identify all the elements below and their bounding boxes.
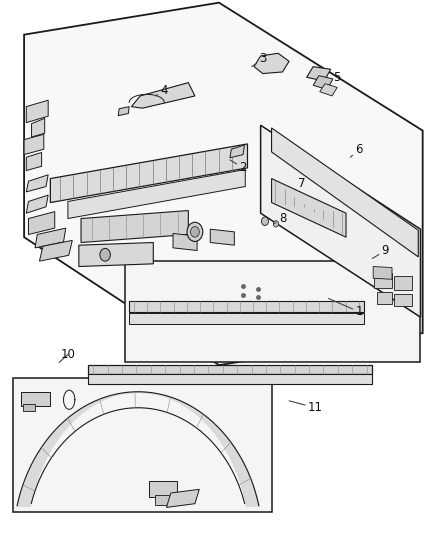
Polygon shape xyxy=(129,301,364,312)
Polygon shape xyxy=(26,175,48,192)
Text: 7: 7 xyxy=(296,177,306,190)
Text: 11: 11 xyxy=(289,401,323,414)
Polygon shape xyxy=(50,144,247,203)
Polygon shape xyxy=(39,240,72,261)
Polygon shape xyxy=(118,107,129,116)
Polygon shape xyxy=(149,481,177,497)
Polygon shape xyxy=(32,118,45,137)
Circle shape xyxy=(191,227,199,237)
Text: 6: 6 xyxy=(350,143,363,157)
Polygon shape xyxy=(21,392,50,406)
Polygon shape xyxy=(210,229,234,245)
Polygon shape xyxy=(68,169,245,219)
Polygon shape xyxy=(261,125,420,317)
Polygon shape xyxy=(35,228,66,248)
Polygon shape xyxy=(230,145,244,158)
Polygon shape xyxy=(23,404,35,411)
Text: 3: 3 xyxy=(252,52,266,67)
Polygon shape xyxy=(173,233,197,251)
Text: 5: 5 xyxy=(331,71,341,85)
Polygon shape xyxy=(313,76,333,90)
Polygon shape xyxy=(79,243,153,266)
Text: 10: 10 xyxy=(59,348,75,362)
Polygon shape xyxy=(26,152,42,171)
Circle shape xyxy=(261,217,268,225)
Polygon shape xyxy=(272,128,418,257)
Text: 4: 4 xyxy=(155,84,168,97)
Circle shape xyxy=(100,248,110,261)
Polygon shape xyxy=(373,266,392,279)
Circle shape xyxy=(187,222,203,241)
Polygon shape xyxy=(26,100,48,123)
Polygon shape xyxy=(24,3,423,365)
Text: 8: 8 xyxy=(274,212,286,225)
Polygon shape xyxy=(26,195,48,213)
Polygon shape xyxy=(125,261,420,362)
Polygon shape xyxy=(374,273,392,288)
Polygon shape xyxy=(307,67,331,81)
Polygon shape xyxy=(155,495,182,505)
Polygon shape xyxy=(254,53,289,74)
Polygon shape xyxy=(166,489,199,507)
Polygon shape xyxy=(129,313,364,324)
Polygon shape xyxy=(13,378,272,512)
Polygon shape xyxy=(131,83,195,108)
Text: 1: 1 xyxy=(328,298,363,318)
Polygon shape xyxy=(377,292,392,304)
Polygon shape xyxy=(320,84,337,96)
Text: 9: 9 xyxy=(372,244,389,259)
Polygon shape xyxy=(394,276,412,290)
Polygon shape xyxy=(394,294,412,306)
Polygon shape xyxy=(28,212,55,235)
Polygon shape xyxy=(81,211,188,243)
Polygon shape xyxy=(88,365,372,374)
Polygon shape xyxy=(272,179,346,237)
Text: 2: 2 xyxy=(230,160,247,174)
Polygon shape xyxy=(88,374,372,384)
Circle shape xyxy=(273,221,279,227)
Polygon shape xyxy=(24,134,44,155)
